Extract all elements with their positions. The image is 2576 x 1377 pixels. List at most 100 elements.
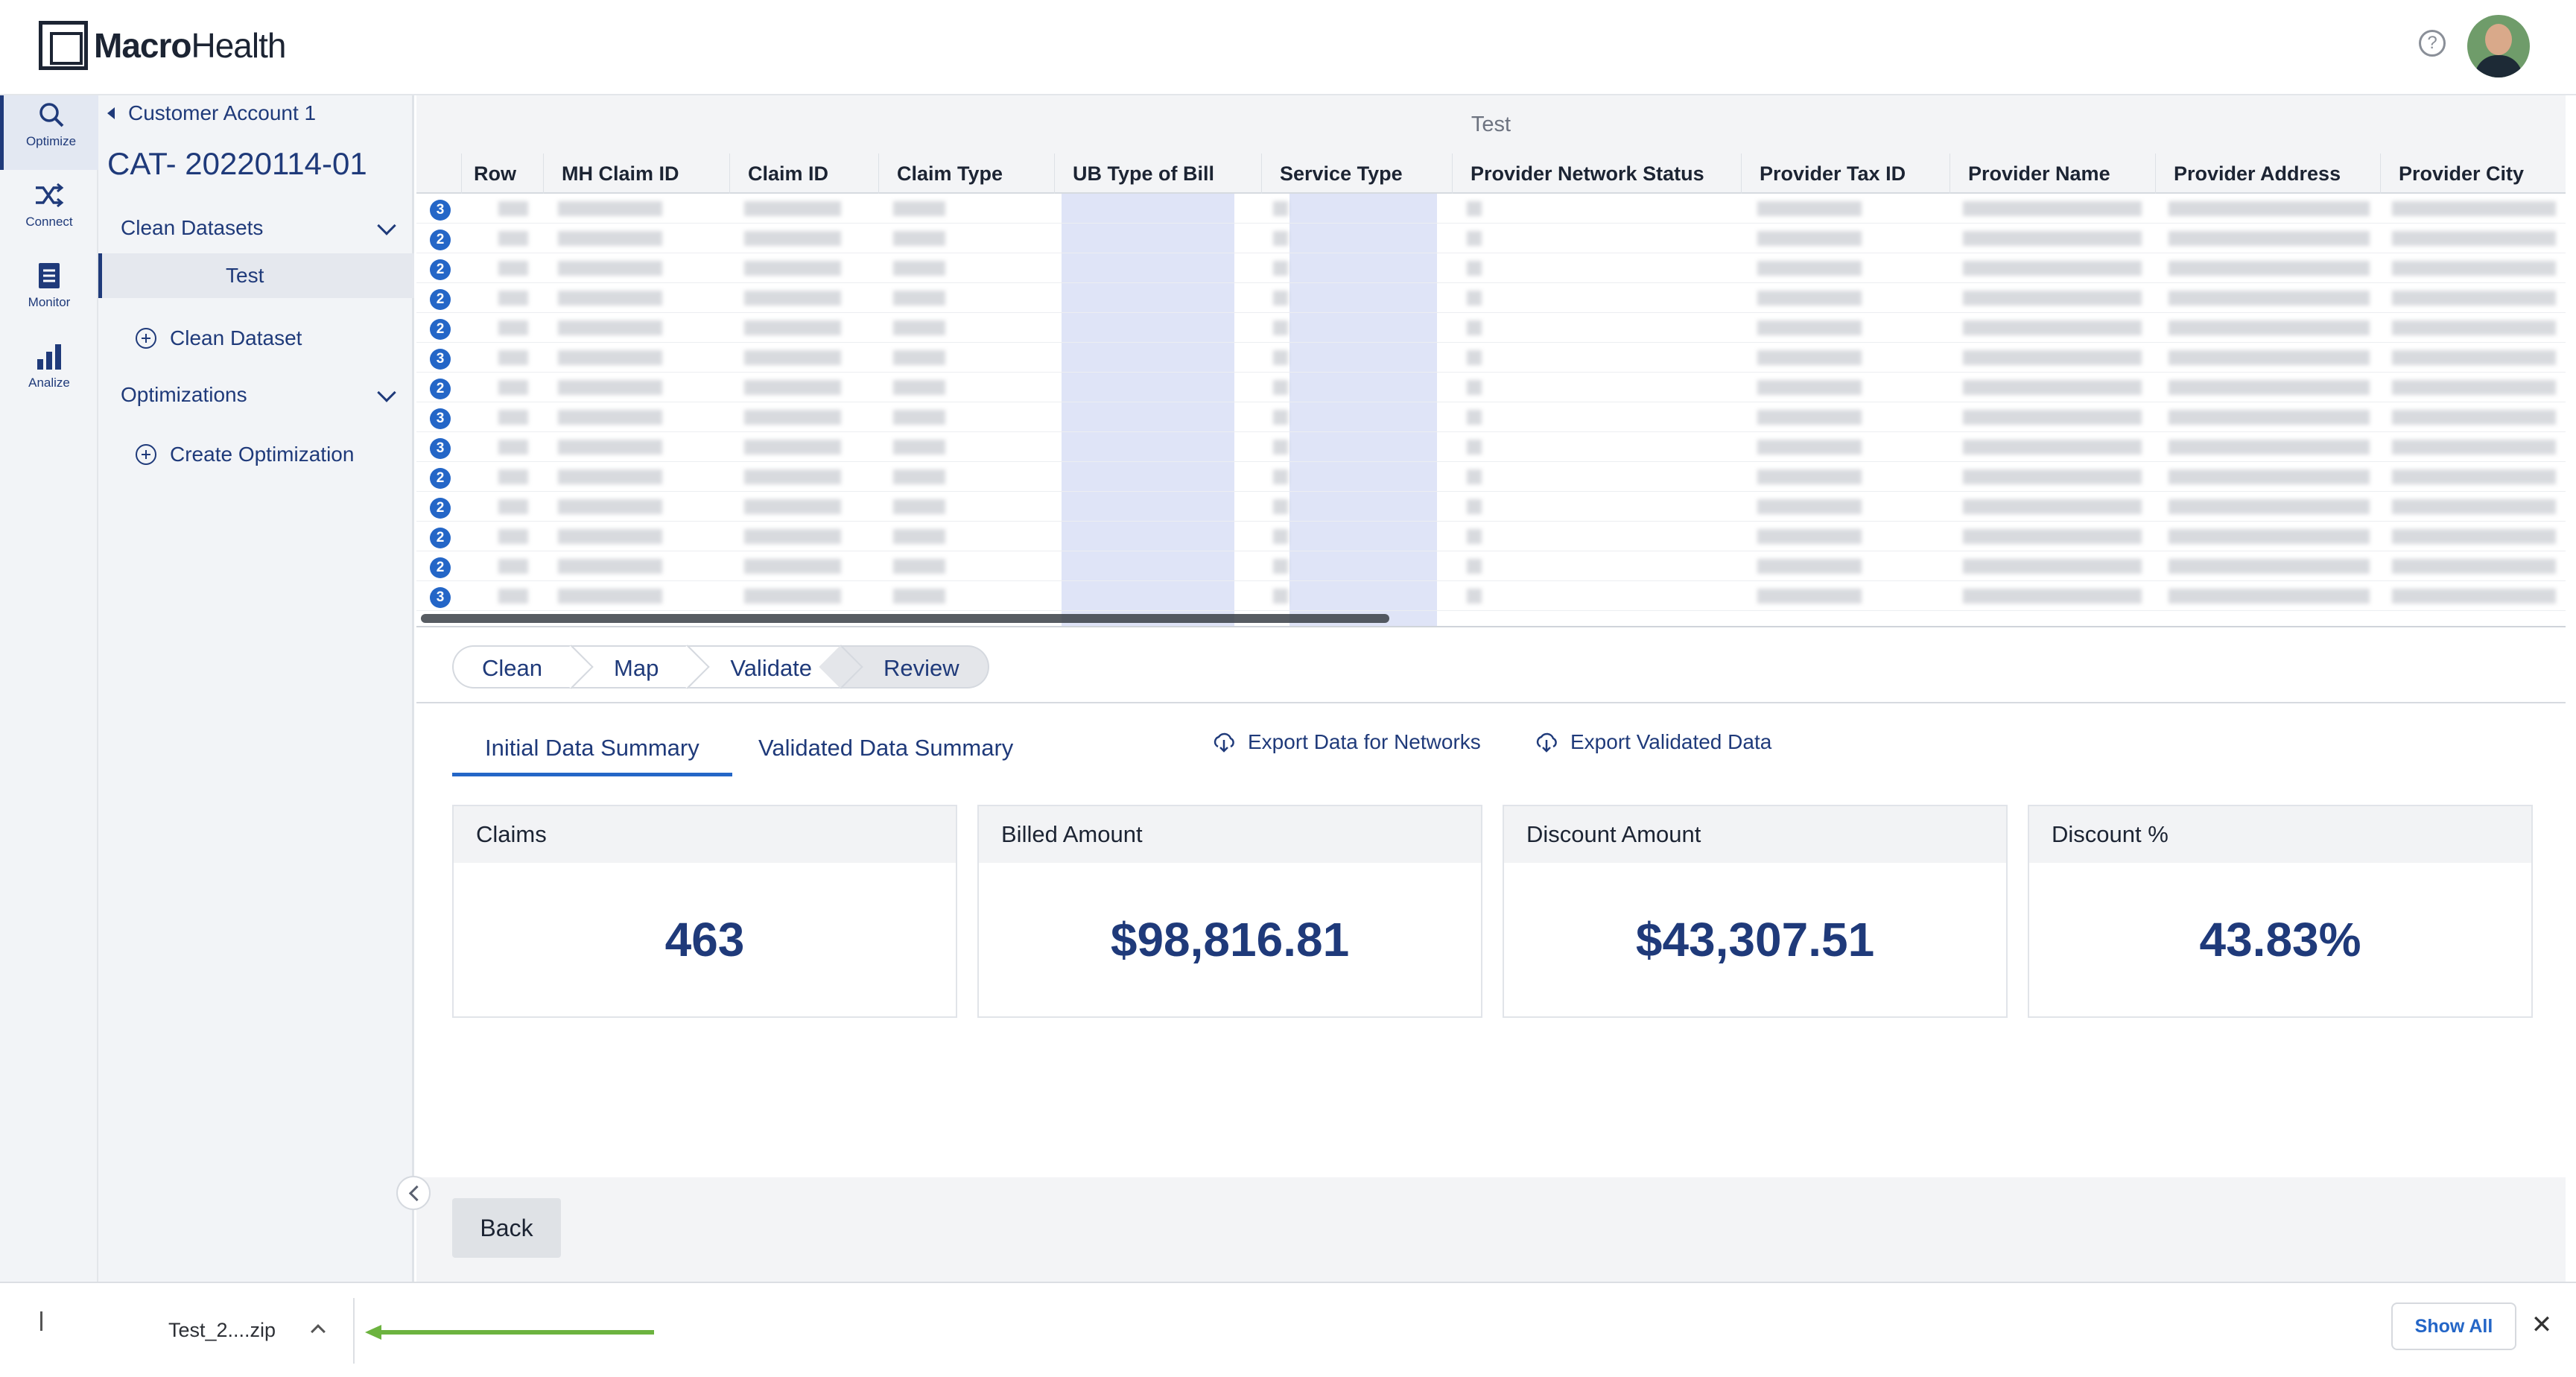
redacted-cell	[498, 410, 528, 425]
table-row[interactable]: 3	[416, 194, 2566, 224]
row-issue-badge[interactable]: 3	[430, 349, 451, 370]
column-header-mh-claim-id[interactable]: MH Claim ID	[543, 153, 707, 194]
horizontal-scrollbar[interactable]	[421, 614, 1389, 623]
rail-item-monitor[interactable]: Monitor	[0, 256, 98, 331]
redacted-cell	[2169, 291, 2370, 306]
redacted-cell	[1467, 380, 1482, 395]
row-issue-badge[interactable]: 2	[430, 557, 451, 578]
summary-card-discount-amount: Discount Amount $43,307.51	[1503, 805, 2008, 1018]
table-row[interactable]: 2	[416, 224, 2566, 253]
downloads-bar: Test_2....zip	[0, 1282, 2576, 1377]
row-issue-badge[interactable]: 2	[430, 498, 451, 519]
row-issue-badge[interactable]: 2	[430, 379, 451, 399]
redacted-cell	[558, 261, 662, 276]
redacted-cell	[1757, 231, 1862, 246]
row-issue-badge[interactable]: 3	[430, 438, 451, 459]
table-row[interactable]: 2	[416, 373, 2566, 402]
column-header-row[interactable]: Row	[461, 153, 516, 194]
collapse-sidebar-button[interactable]	[396, 1176, 431, 1210]
tab-validated-data-summary[interactable]: Validated Data Summary	[758, 735, 1014, 761]
redacted-cell	[1467, 201, 1482, 216]
export-data-for-networks-button[interactable]: Export Data for Networks	[1212, 727, 1481, 757]
redacted-cell	[1757, 410, 1862, 425]
step-clean[interactable]: Clean	[452, 645, 594, 689]
main-content: Test Row MH Claim ID Claim ID Claim Type…	[416, 95, 2566, 1282]
rail-item-connect[interactable]: Connect	[0, 176, 98, 250]
row-issue-badge[interactable]: 3	[430, 200, 451, 221]
redacted-cell	[1467, 261, 1482, 276]
column-header-provider-name[interactable]: Provider Name	[1950, 153, 2151, 194]
redacted-cell	[1963, 320, 2142, 335]
row-issue-badge[interactable]: 2	[430, 230, 451, 250]
rail-item-analize[interactable]: Analize	[0, 337, 98, 411]
redacted-cell	[1273, 201, 1288, 216]
redacted-cell	[1757, 529, 1862, 544]
redacted-cell	[558, 440, 662, 455]
redacted-cell	[893, 261, 945, 276]
help-icon[interactable]: ?	[2419, 30, 2446, 57]
add-clean-dataset-button[interactable]: Clean Dataset	[136, 322, 302, 355]
column-header-provider-tax-id[interactable]: Provider Tax ID	[1741, 153, 1935, 194]
nav-item-test-dataset[interactable]: Test	[98, 253, 414, 298]
tab-initial-data-summary[interactable]: Initial Data Summary	[452, 735, 732, 776]
column-header-provider-address[interactable]: Provider Address	[2155, 153, 2379, 194]
optimizations-section[interactable]: Optimizations	[98, 377, 414, 417]
download-item[interactable]: Test_2....zip	[30, 1310, 343, 1355]
bar-chart-icon	[0, 337, 98, 376]
redacted-cell	[498, 589, 528, 604]
redacted-cell	[1273, 261, 1288, 276]
row-issue-badge[interactable]: 3	[430, 587, 451, 608]
redacted-cell	[2392, 350, 2556, 365]
table-row[interactable]: 3	[416, 581, 2566, 611]
redacted-cell	[2169, 320, 2370, 335]
show-all-downloads-button[interactable]: Show All	[2391, 1302, 2516, 1350]
chevron-up-icon[interactable]	[311, 1324, 326, 1339]
export-validated-data-button[interactable]: Export Validated Data	[1535, 727, 1771, 757]
table-row[interactable]: 2	[416, 551, 2566, 581]
create-optimization-button[interactable]: Create Optimization	[136, 438, 354, 471]
clean-datasets-section[interactable]: Clean Datasets	[98, 210, 414, 250]
table-row[interactable]: 3	[416, 432, 2566, 462]
table-row[interactable]: 3	[416, 343, 2566, 373]
back-button[interactable]: Back	[452, 1198, 561, 1258]
step-validate[interactable]: Validate	[687, 645, 863, 689]
column-header-ub-type-of-bill[interactable]: UB Type of Bill	[1054, 153, 1248, 194]
column-header-provider-city[interactable]: Provider City	[2380, 153, 2566, 194]
macrohealth-logo[interactable]: MacroHealth	[39, 21, 286, 70]
column-header-provider-network-status[interactable]: Provider Network Status	[1452, 153, 1742, 194]
row-issue-badge[interactable]: 3	[430, 408, 451, 429]
redacted-cell	[498, 231, 528, 246]
back-to-account-link[interactable]: Customer Account 1	[107, 98, 316, 128]
data-grid[interactable]: Row MH Claim ID Claim ID Claim Type UB T…	[416, 153, 2566, 627]
redacted-cell	[1757, 499, 1862, 514]
row-issue-badge[interactable]: 2	[430, 528, 451, 548]
table-row[interactable]: 2	[416, 462, 2566, 492]
column-header-service-type[interactable]: Service Type	[1261, 153, 1440, 194]
table-row[interactable]: 2	[416, 283, 2566, 313]
row-issue-badge[interactable]: 2	[430, 468, 451, 489]
column-header-claim-type[interactable]: Claim Type	[878, 153, 1042, 194]
redacted-cell	[498, 499, 528, 514]
redacted-cell	[1273, 231, 1288, 246]
close-icon[interactable]: ✕	[2531, 1311, 2553, 1339]
rail-label-analize: Analize	[28, 376, 70, 390]
row-issue-badge[interactable]: 2	[430, 289, 451, 310]
row-issue-badge[interactable]: 2	[430, 259, 451, 280]
column-header-claim-id[interactable]: Claim ID	[729, 153, 856, 194]
redacted-cell	[1273, 529, 1288, 544]
table-row[interactable]: 2	[416, 522, 2566, 551]
rail-item-optimize[interactable]: Optimize	[0, 95, 98, 170]
step-review[interactable]: Review	[840, 645, 989, 688]
row-issue-badge[interactable]: 2	[430, 319, 451, 340]
table-row[interactable]: 2	[416, 492, 2566, 522]
document-icon	[0, 256, 98, 295]
table-row[interactable]: 2	[416, 253, 2566, 283]
redacted-cell	[2169, 499, 2370, 514]
table-row[interactable]: 3	[416, 402, 2566, 432]
table-row[interactable]: 2	[416, 313, 2566, 343]
user-avatar[interactable]	[2467, 15, 2530, 77]
file-icon	[40, 1311, 48, 1331]
grid-title: Test	[416, 95, 2566, 153]
project-title: CAT- 20220114-01	[107, 146, 367, 181]
redacted-cell	[1963, 410, 2142, 425]
